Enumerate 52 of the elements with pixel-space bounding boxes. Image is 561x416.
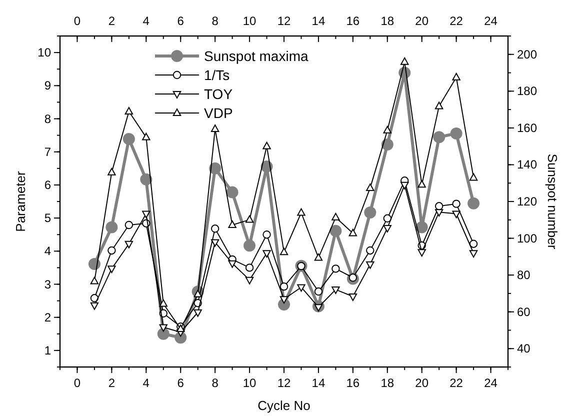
x-tick-label: 14 bbox=[312, 14, 326, 28]
y-tick-label: 1 bbox=[44, 343, 52, 358]
x-tick-label: 18 bbox=[380, 14, 394, 28]
x2-tick-label: 16 bbox=[346, 376, 360, 390]
x-tick-label: 10 bbox=[242, 14, 257, 28]
y2-tick-label: 140 bbox=[517, 158, 538, 172]
x2-tick-label: 24 bbox=[484, 376, 498, 390]
x2-tick-label: 8 bbox=[212, 376, 219, 390]
legend-label: TOY bbox=[204, 86, 234, 102]
x-tick-label: 6 bbox=[177, 14, 184, 28]
x-tick-label: 24 bbox=[484, 14, 498, 28]
x2-tick-label: 4 bbox=[142, 376, 150, 390]
x-tick-label: 2 bbox=[108, 14, 116, 28]
y-axis-title: Parameter bbox=[13, 170, 28, 232]
y-tick-label: 5 bbox=[44, 211, 52, 226]
y-tick-label: 3 bbox=[44, 277, 52, 292]
x-tick-label: 22 bbox=[450, 14, 464, 28]
legend-label: VDP bbox=[204, 105, 233, 121]
y2-axis-title: Sunspot number bbox=[545, 154, 560, 250]
y2-tick-label: 180 bbox=[517, 84, 538, 98]
x-tick-label: 8 bbox=[212, 14, 219, 28]
y2-tick-label: 200 bbox=[517, 47, 538, 62]
y2-tick-label: 120 bbox=[517, 194, 538, 208]
y2-tick-label: 80 bbox=[517, 268, 531, 282]
x-axis-title: Cycle No bbox=[258, 398, 310, 413]
y2-tick-label: 40 bbox=[517, 342, 531, 356]
x-tick-label: 16 bbox=[346, 14, 360, 28]
y2-tick-label: 100 bbox=[517, 231, 538, 246]
x2-tick-label: 10 bbox=[242, 376, 257, 390]
legend-label: 1/Ts bbox=[204, 67, 230, 83]
y-tick-label: 10 bbox=[38, 46, 52, 60]
x2-tick-label: 14 bbox=[312, 376, 326, 390]
y-tick-label: 4 bbox=[44, 244, 52, 258]
y-tick-label: 6 bbox=[44, 178, 52, 192]
x-tick-label: 20 bbox=[415, 14, 429, 28]
y-tick-label: 7 bbox=[44, 144, 52, 159]
x2-tick-label: 18 bbox=[380, 376, 394, 390]
y2-tick-label: 160 bbox=[517, 120, 538, 135]
x2-tick-label: 20 bbox=[415, 376, 429, 390]
x2-tick-label: 2 bbox=[108, 376, 116, 390]
x2-tick-label: 22 bbox=[450, 376, 464, 390]
x-tick-label: 0 bbox=[74, 14, 81, 28]
x2-tick-label: 6 bbox=[177, 376, 184, 390]
y2-tick-label: 60 bbox=[517, 304, 531, 319]
x2-tick-label: 0 bbox=[74, 376, 81, 390]
y-tick-label: 8 bbox=[44, 112, 52, 126]
y-tick-label: 9 bbox=[44, 78, 52, 93]
x2-tick-label: 12 bbox=[277, 376, 291, 390]
x-tick-label: 4 bbox=[142, 14, 150, 28]
x-tick-label: 12 bbox=[277, 14, 291, 28]
y-tick-label: 2 bbox=[44, 310, 52, 324]
legend-label: Sunspot maxima bbox=[204, 48, 308, 64]
